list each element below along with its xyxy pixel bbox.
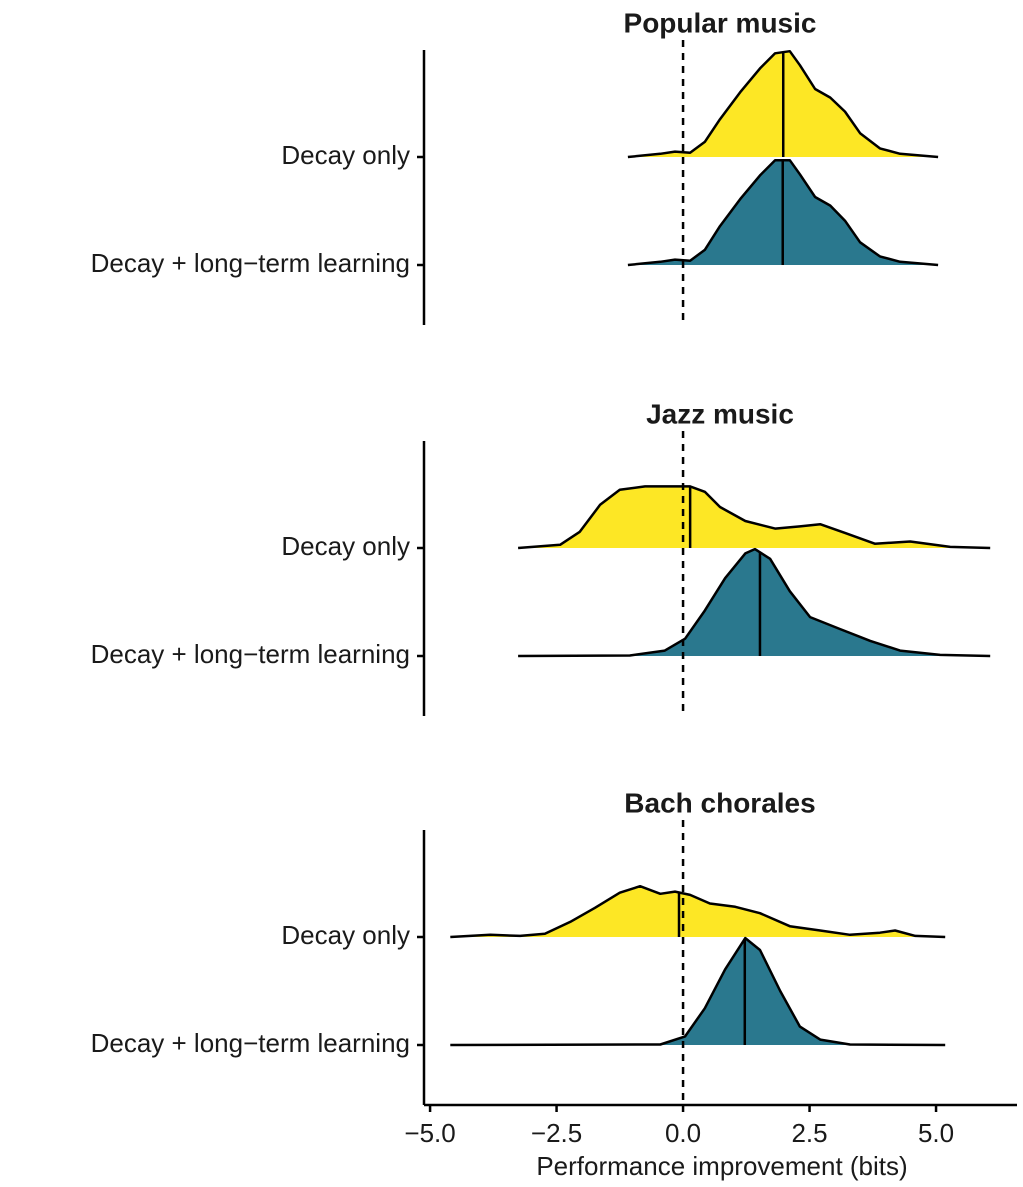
y-tick-label: Decay only [281, 920, 410, 950]
panel-title: Bach chorales [624, 787, 815, 818]
x-axis-label: Performance improvement (bits) [536, 1151, 907, 1181]
panel-title: Jazz music [646, 398, 794, 429]
density-line [518, 485, 991, 550]
x-tick-label: −2.5 [531, 1118, 582, 1148]
density-area [450, 938, 946, 1045]
panel-title: Popular music [624, 7, 817, 38]
y-tick-label: Decay + long−term learning [91, 639, 410, 669]
density-line [450, 884, 946, 939]
y-tick-label: Decay + long−term learning [91, 1028, 410, 1058]
x-tick-label: 2.5 [791, 1118, 827, 1148]
density-line [518, 547, 991, 658]
x-tick-label: 0.0 [665, 1118, 701, 1148]
y-tick-label: Decay only [281, 140, 410, 170]
density-area [518, 549, 991, 656]
x-tick-label: 5.0 [918, 1118, 954, 1148]
density-area [518, 486, 991, 548]
x-tick-label: −5.0 [404, 1118, 455, 1148]
density-area [450, 886, 946, 937]
density-line [627, 158, 939, 267]
y-tick-label: Decay only [281, 531, 410, 561]
density-line [450, 936, 946, 1047]
y-tick-label: Decay + long−term learning [91, 248, 410, 278]
